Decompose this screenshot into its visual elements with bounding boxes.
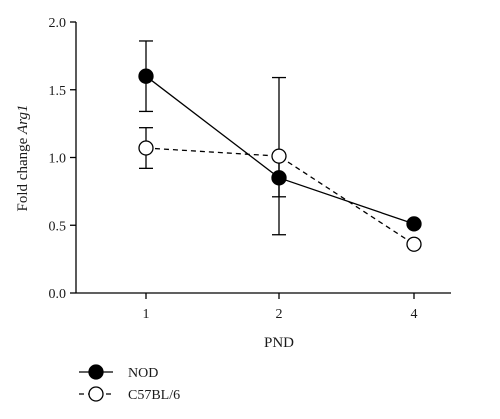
legend-item-c57bl6: C57BL/6 bbox=[79, 386, 180, 403]
y-axis-title-gene: Arg1 bbox=[15, 105, 31, 135]
x-axis-title: PND bbox=[264, 335, 294, 351]
y-ticks: 0.0 0.5 1.0 1.5 2.0 bbox=[49, 16, 76, 302]
legend: NOD C57BL/6 bbox=[79, 364, 180, 403]
legend-marker-nod bbox=[88, 364, 104, 380]
data-point-c57bl6 bbox=[271, 148, 287, 164]
x-tick-label: 4 bbox=[411, 307, 418, 322]
legend-label-c57bl6: C57BL/6 bbox=[128, 388, 180, 403]
x-tick-label: 1 bbox=[143, 307, 150, 322]
data-point-nod bbox=[138, 68, 154, 84]
x-ticks: 1 2 4 bbox=[143, 293, 418, 322]
y-tick-label: 0.5 bbox=[49, 219, 67, 234]
legend-label-nod: NOD bbox=[128, 366, 158, 381]
y-tick-label: 0.0 bbox=[49, 287, 67, 302]
data-point-c57bl6 bbox=[138, 140, 154, 156]
series-c57bl6 bbox=[138, 76, 422, 252]
legend-marker-c57bl6 bbox=[88, 386, 104, 402]
y-axis-title-prefix: Fold change bbox=[15, 134, 31, 211]
y-axis-title: Fold change Arg1 bbox=[15, 105, 31, 212]
legend-item-nod: NOD bbox=[79, 364, 158, 381]
axes bbox=[75, 22, 451, 294]
x-tick-label: 2 bbox=[276, 307, 283, 322]
y-tick-label: 1.0 bbox=[49, 152, 67, 167]
y-tick-label: 1.5 bbox=[49, 84, 67, 99]
y-tick-label: 2.0 bbox=[49, 16, 67, 31]
data-point-c57bl6 bbox=[406, 236, 422, 252]
series-layer bbox=[138, 40, 422, 252]
series-nod bbox=[138, 40, 422, 232]
data-point-nod bbox=[406, 216, 422, 232]
